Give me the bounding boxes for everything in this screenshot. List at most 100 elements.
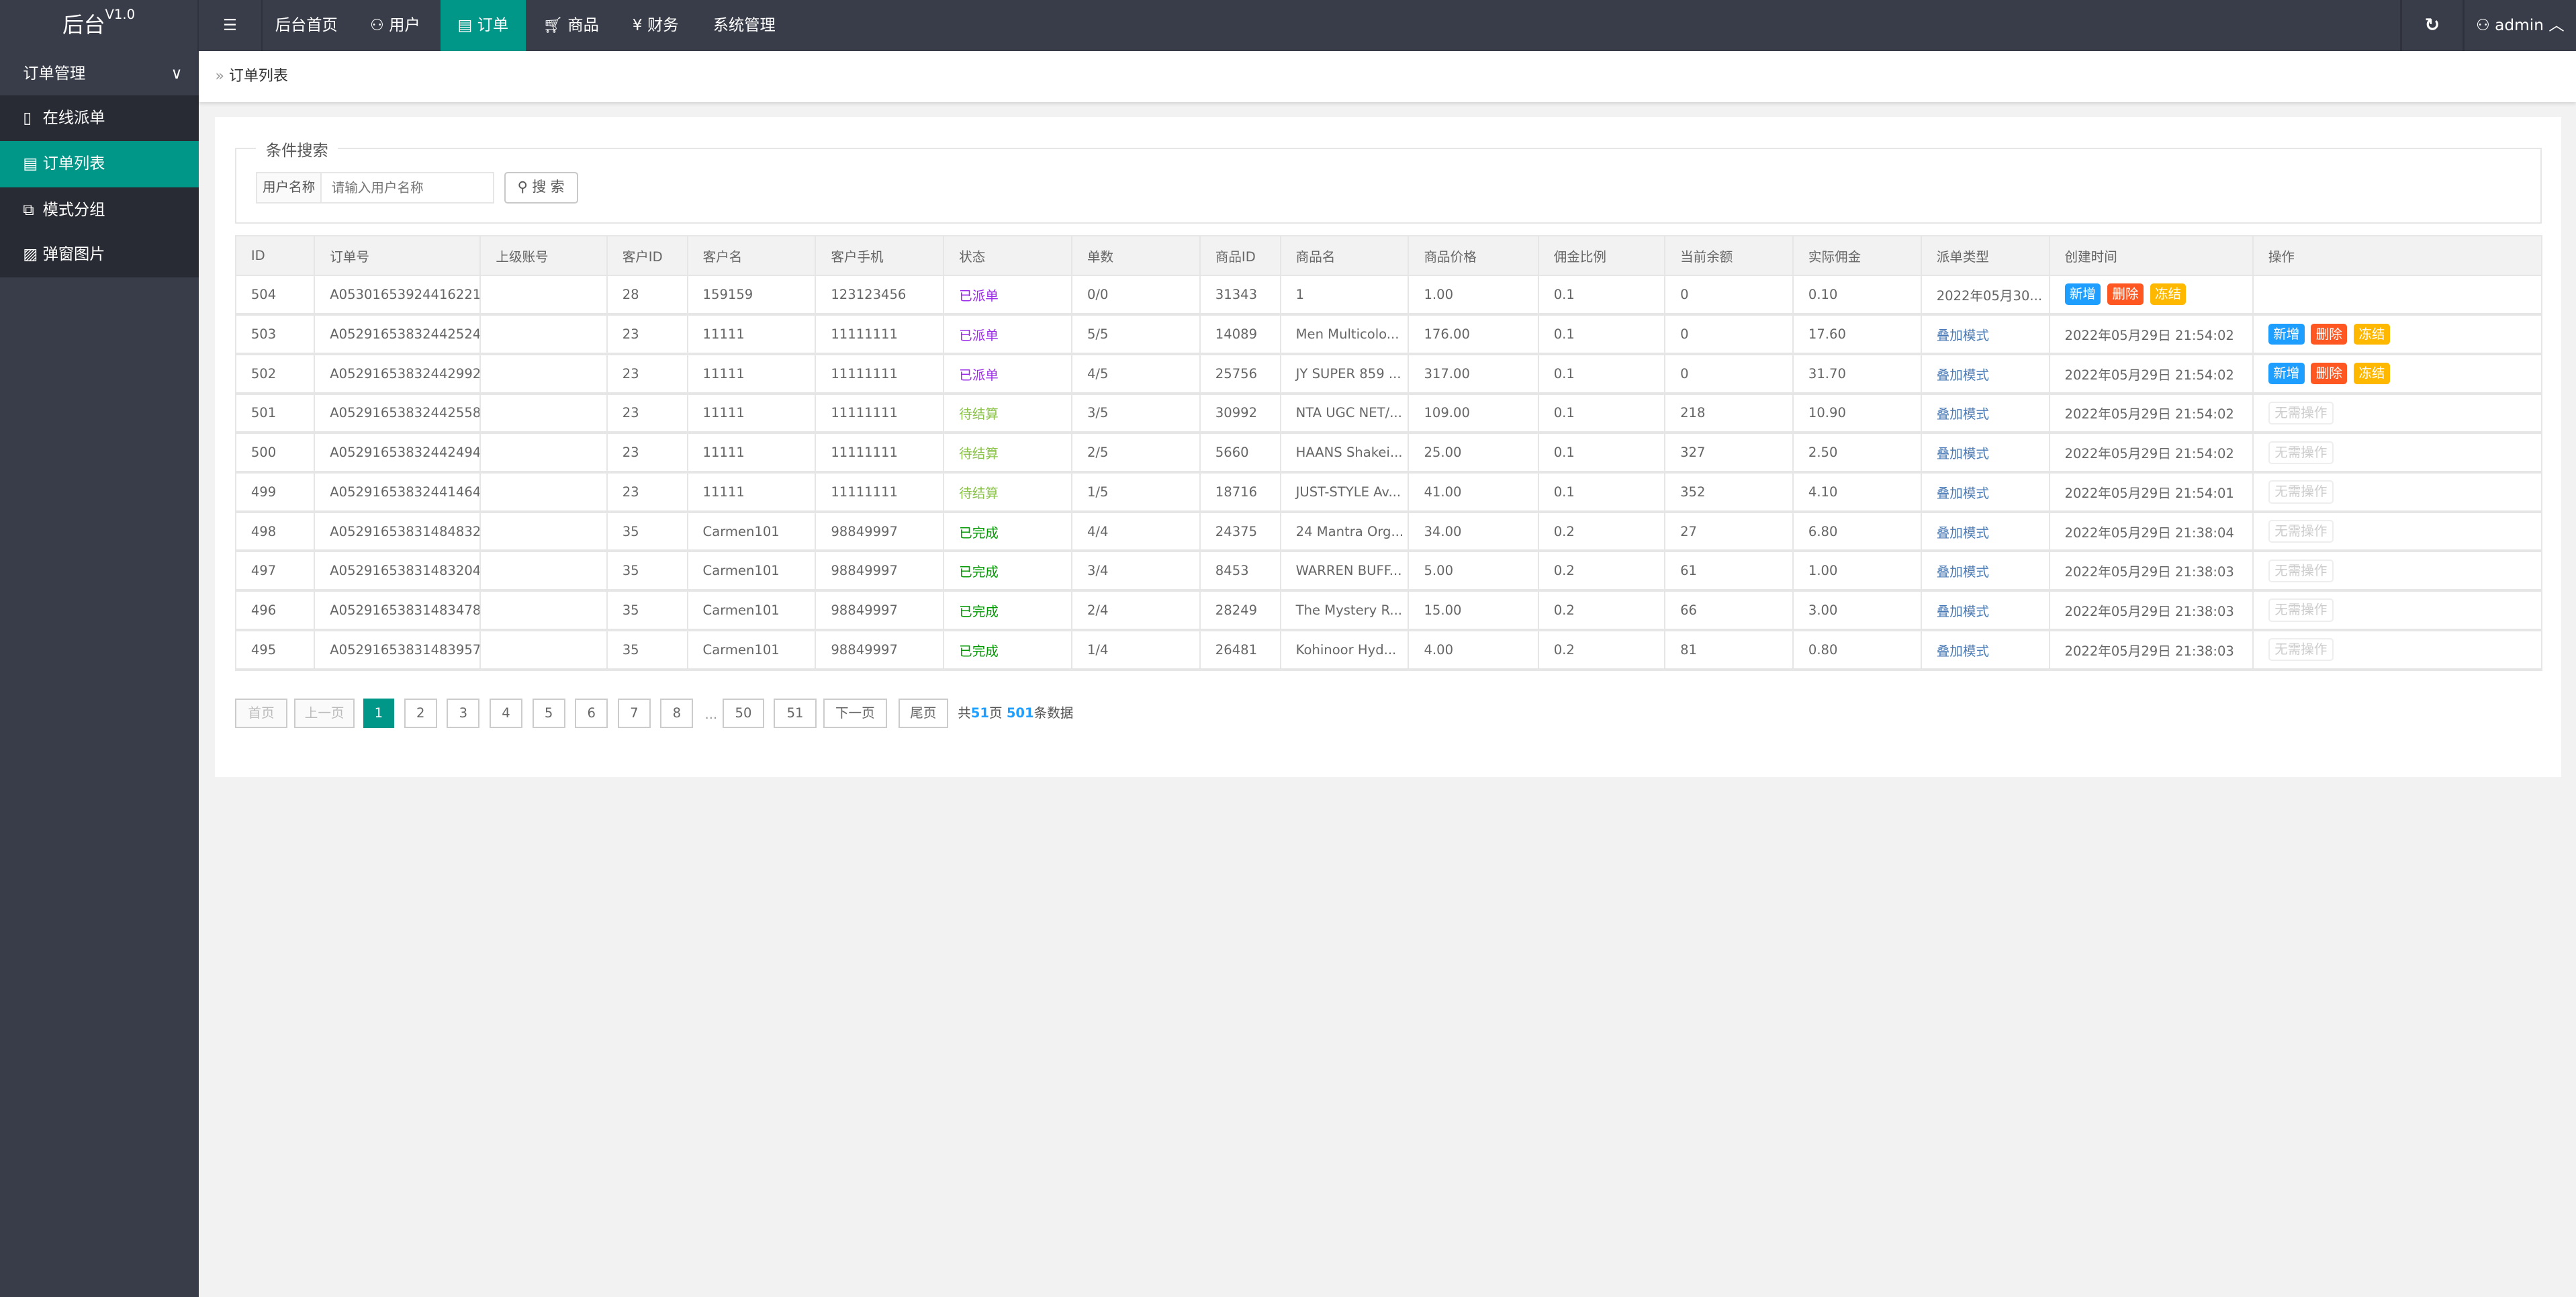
cell-created-text: 2022年05月29日 21:38:04 [2064,525,2234,541]
page-button[interactable]: 51 [774,698,817,728]
cell-cid: 35 [606,510,688,552]
page-button[interactable]: 3 [447,698,480,728]
freeze-button[interactable]: 冻结 [2353,323,2390,345]
cell-cname-text: 11111 [702,326,745,343]
cell-price: 15.00 [1408,590,1539,631]
cell-commission: 17.60 [1792,314,1922,355]
add-button[interactable]: 新增 [2268,363,2305,385]
dispatch-type-link[interactable]: 叠加模式 [1936,485,1989,501]
dispatch-type-link[interactable]: 叠加模式 [1936,604,1989,619]
cell-gid: 14089 [1199,314,1281,355]
dispatch-type-link[interactable]: 叠加模式 [1936,525,1989,541]
nav-finance[interactable]: ¥ 财务 [616,0,694,51]
nav-home[interactable]: 后台首页 [263,0,350,51]
sidebar-item-order-list[interactable]: ▤ 订单列表 [0,141,199,187]
page-button[interactable]: 2 [404,698,437,728]
refresh-button[interactable]: ↻ [2402,0,2463,51]
cell-cid-text: 35 [622,523,639,539]
cell-status: 已完成 [943,550,1072,592]
cell-count-text: 3/4 [1087,563,1109,579]
cell-phone-text: 98849997 [831,641,898,658]
cell-gid-text: 28249 [1215,602,1258,618]
nav-system[interactable]: 系统管理 [695,0,794,51]
cell-cid-text: 35 [622,641,639,658]
cell-parent [479,432,608,474]
freeze-button[interactable]: 冻结 [2150,283,2187,306]
dispatch-type-link[interactable]: 叠加模式 [1936,446,1989,462]
dispatch-type-link[interactable]: 叠加模式 [1936,406,1989,422]
cell-commission-text: 4.10 [1808,484,1838,500]
dispatch-type-link[interactable]: 叠加模式 [1936,564,1989,580]
sidebar-group-orders[interactable]: 订单管理 ∨ [0,50,199,97]
freeze-button[interactable]: 冻结 [2353,363,2390,385]
nav-users[interactable]: ⚇ 用户 [350,0,441,51]
cell-count-text: 3/5 [1087,405,1109,421]
tablet-icon: ▯ [23,108,32,127]
page-button[interactable]: 50 [723,698,764,728]
hamburger-icon: ☰ [223,16,237,34]
cell-rate: 0.1 [1537,314,1666,355]
sidebar-item-popup-images[interactable]: ▨ 弹窗图片 [0,231,199,278]
page-button[interactable]: 5 [532,698,565,728]
nav-orders[interactable]: ▤ 订单 [440,0,526,51]
sidebar-item-mode-group[interactable]: ⧉ 模式分组 [0,187,199,234]
cell-price-text: 317.00 [1424,365,1470,382]
cell-price: 1.00 [1408,274,1539,316]
cell-id-text: 497 [250,563,277,579]
cell-phone: 11111111 [815,392,945,434]
cell-cid-text: 23 [622,365,639,382]
cell-rate-text: 0.2 [1553,523,1575,539]
search-button[interactable]: ⚲ 搜 索 [504,172,578,204]
page-button[interactable]: 8 [660,698,694,728]
last-page-button[interactable]: 尾页 [899,698,948,728]
dispatch-type-link[interactable]: 叠加模式 [1936,643,1989,659]
add-button[interactable]: 新增 [2268,323,2305,345]
cell-cid: 35 [606,590,688,631]
page-button[interactable]: 4 [490,698,522,728]
cell-commission: 31.70 [1792,353,1922,394]
cell-cid: 23 [606,472,688,512]
logo[interactable]: 后台V1.0 [0,0,199,51]
cell-price: 176.00 [1408,314,1539,355]
cell-id: 497 [234,550,316,592]
add-button[interactable]: 新增 [2064,283,2101,306]
cell-gname: JUST-STYLE Av... [1279,472,1410,512]
cell-gname: JY SUPER 859 ... [1279,353,1410,394]
cell-cid-text: 23 [622,445,639,461]
page-button[interactable]: 6 [575,698,608,728]
nav-products[interactable]: 🛒︎ 商品 [526,0,616,51]
dispatch-type-link[interactable]: 叠加模式 [1936,367,1989,383]
cell-cname: Carmen101 [686,629,817,670]
refresh-icon: ↻ [2424,15,2440,36]
cell-created-text: 2022年05月29日 21:38:03 [2064,643,2234,659]
cell-created-text: 2022年05月29日 21:54:02 [2064,446,2234,462]
cell-created-text: 2022年05月29日 21:54:01 [2064,485,2234,501]
delete-button[interactable]: 删除 [2311,323,2348,345]
page-button[interactable]: 7 [617,698,651,728]
delete-button[interactable]: 删除 [2311,363,2348,385]
menu-toggle-button[interactable]: ☰ [199,0,261,51]
cell-gname: Men Multicolo... [1279,314,1410,355]
cell-order_no-text: A05291653831483957 [330,641,481,658]
page-button[interactable]: 1 [363,698,395,728]
app-title: 后台 [62,13,105,38]
cell-balance-text: 0 [1680,326,1689,343]
cell-balance: 0 [1664,314,1794,355]
cell-actions: 无需操作 [2252,590,2543,631]
next-page-button[interactable]: 下一页 [823,698,888,728]
cell-rate-text: 0.2 [1553,563,1575,579]
user-menu[interactable]: ⚇ admin ︿ [2465,0,2576,51]
cell-gid-text: 14089 [1215,326,1258,343]
no-action-button: 无需操作 [2268,638,2334,662]
cell-gid-text: 30992 [1215,405,1258,421]
delete-button[interactable]: 删除 [2107,283,2144,306]
cell-commission-text: 2.50 [1808,445,1838,461]
dispatch-type-link[interactable]: 叠加模式 [1936,328,1989,344]
cell-actions: 新增 删除 冻结 [2252,314,2543,355]
cell-balance: 61 [1664,550,1794,592]
chevron-down-icon: ∨ [171,64,183,83]
cell-order_no: A05301653924416221 [314,274,481,316]
username-search-input[interactable] [322,172,494,204]
sidebar-item-online-dispatch[interactable]: ▯ 在线派单 [0,95,199,142]
cell-price: 25.00 [1408,432,1539,474]
